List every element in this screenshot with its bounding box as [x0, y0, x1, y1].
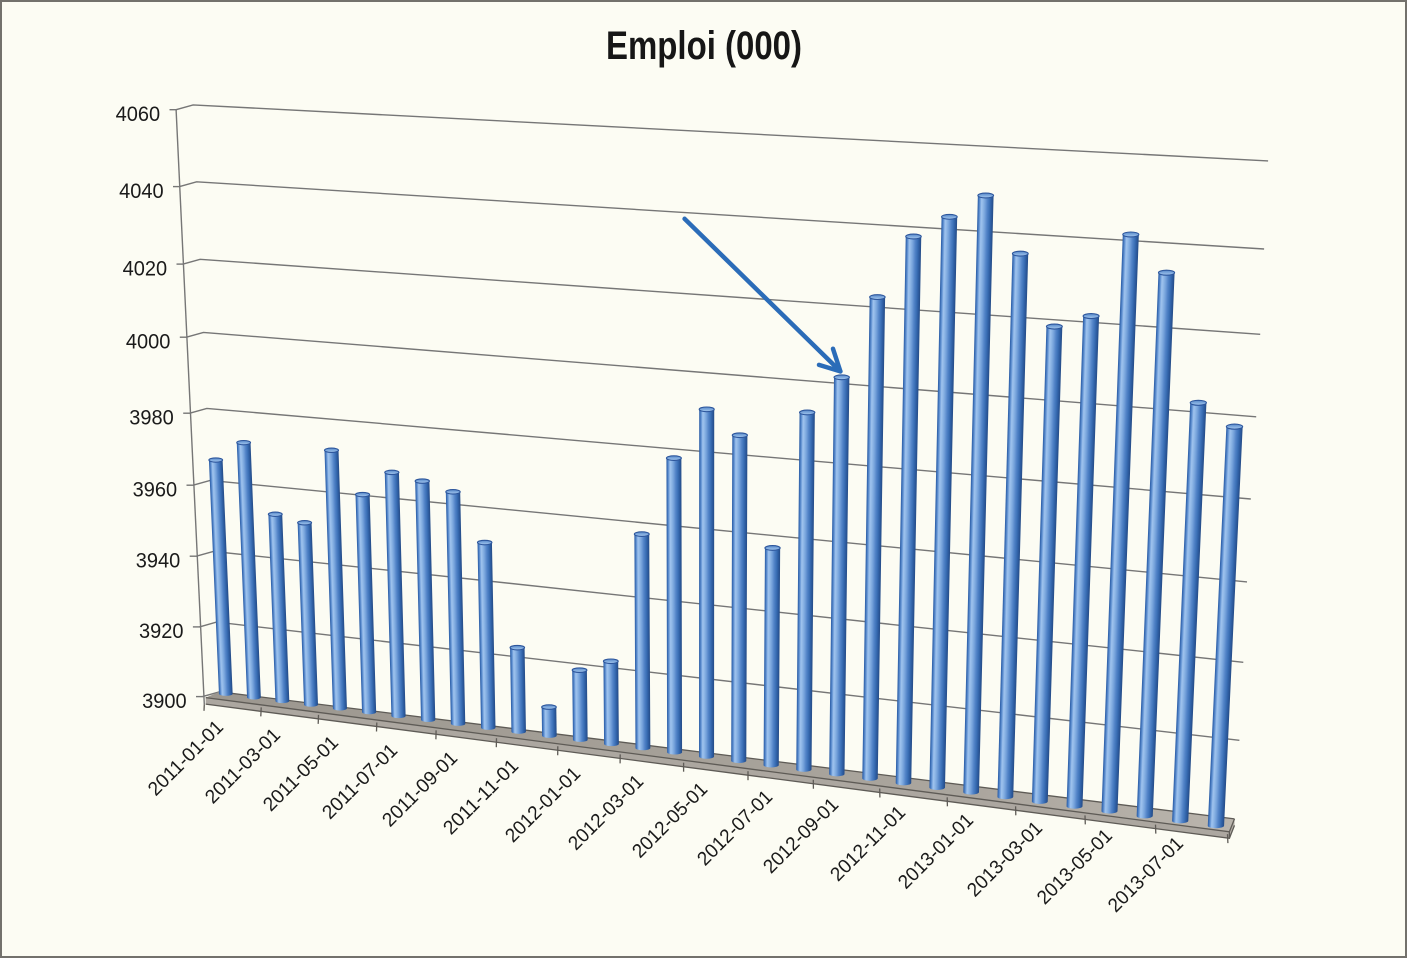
- svg-text:4040: 4040: [119, 179, 164, 203]
- svg-text:3960: 3960: [133, 477, 178, 501]
- svg-text:3900: 3900: [142, 689, 187, 713]
- svg-text:4060: 4060: [116, 102, 161, 126]
- svg-text:4000: 4000: [126, 329, 171, 353]
- svg-text:3920: 3920: [139, 619, 184, 643]
- svg-text:Emploi (000): Emploi (000): [606, 24, 802, 68]
- svg-text:4020: 4020: [123, 256, 168, 280]
- svg-text:3940: 3940: [136, 548, 181, 572]
- svg-text:3980: 3980: [129, 405, 174, 429]
